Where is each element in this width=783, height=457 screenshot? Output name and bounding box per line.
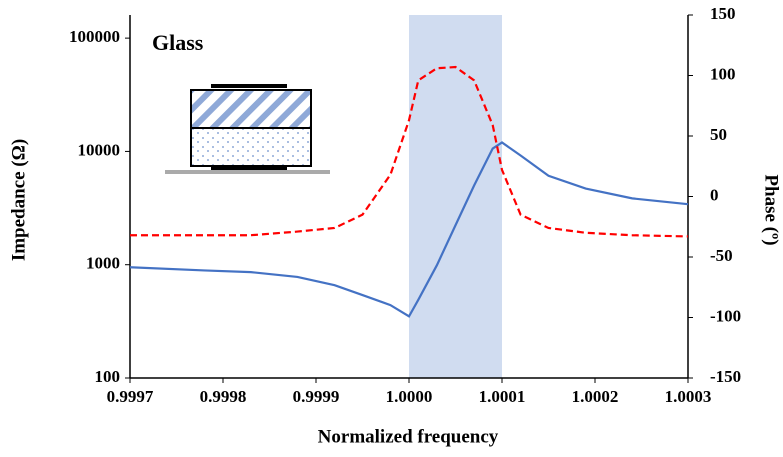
y2-tick-label: -50 (710, 246, 733, 265)
y2-tick-label: -100 (710, 306, 741, 325)
y2-tick-label: 50 (710, 125, 727, 144)
annotation: Glass (152, 30, 204, 55)
y2-tick-label: 0 (710, 185, 719, 204)
x-tick-label: 1.0000 (386, 387, 433, 406)
y2-tick-label: 100 (710, 64, 736, 83)
x-tick-label: 1.0003 (665, 387, 712, 406)
x-axis-title: Normalized frequency (318, 426, 499, 447)
y-axis-title: Impedance (Ω) (8, 139, 29, 261)
x-tick-label: 1.0002 (572, 387, 619, 406)
y2-axis-title: Phase (º) (761, 174, 782, 245)
y2-tick-label: -150 (710, 367, 741, 386)
inset-diagram (165, 84, 330, 174)
y2-tick-label: 150 (710, 4, 736, 23)
y-tick-label: 1000 (86, 254, 120, 273)
y-tick-label: 10000 (78, 140, 121, 159)
y-tick-label: 100 (95, 367, 121, 386)
x-tick-label: 1.0001 (479, 387, 526, 406)
data-line (129, 141, 689, 318)
shaded-region (409, 15, 502, 378)
y-tick-label: 100000 (69, 27, 120, 46)
x-tick-label: 0.9998 (200, 387, 247, 406)
x-tick-label: 0.9997 (107, 387, 154, 406)
x-tick-label: 0.9999 (293, 387, 340, 406)
data-line (130, 65, 689, 238)
